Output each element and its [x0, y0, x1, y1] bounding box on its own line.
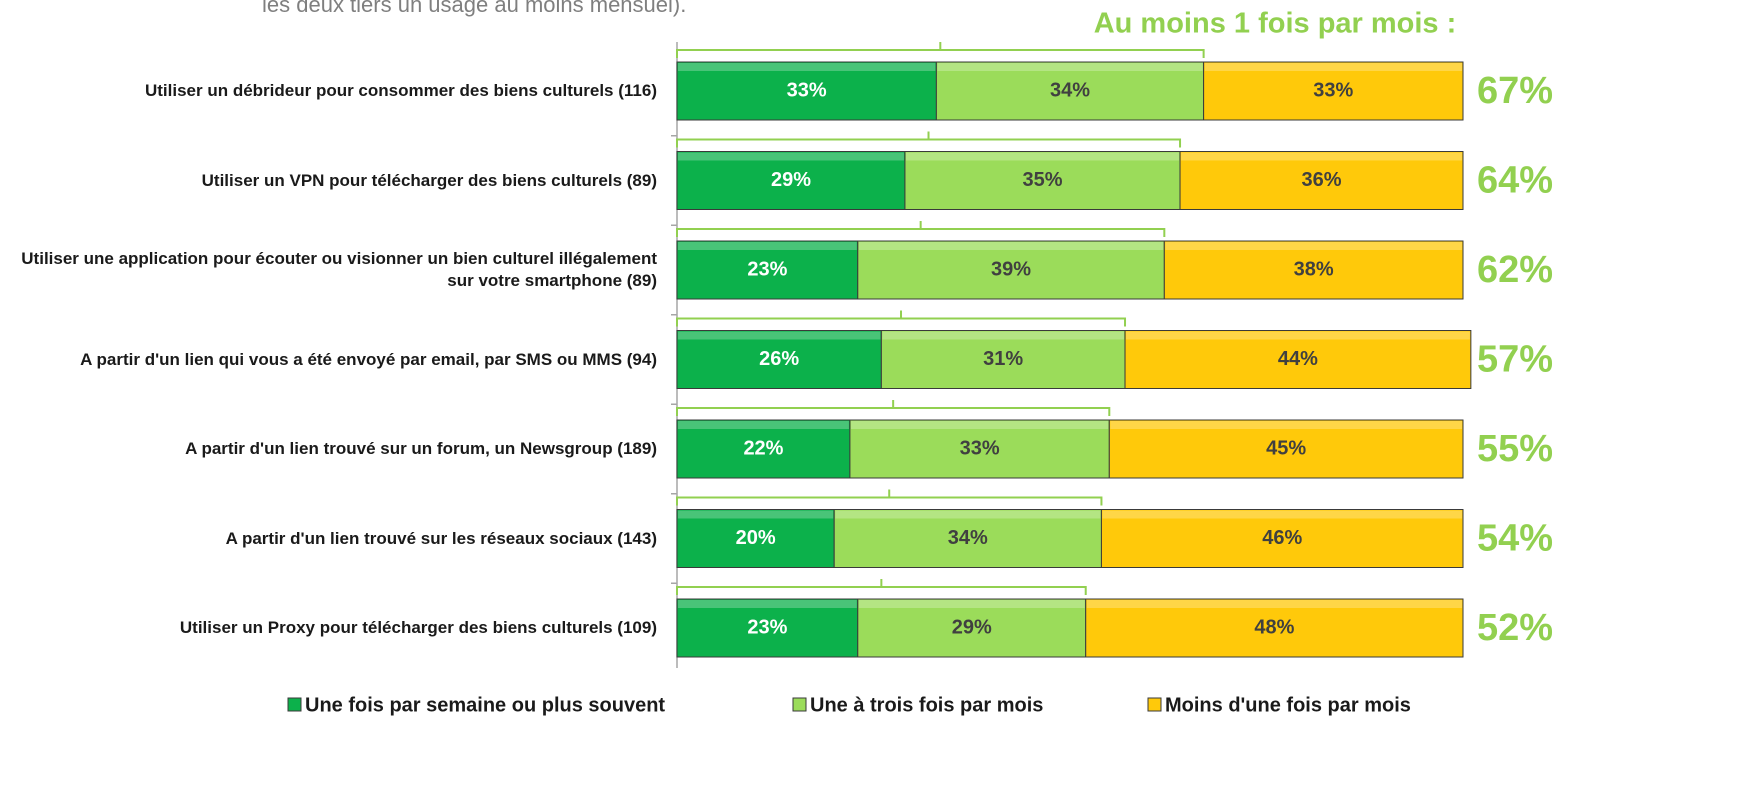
- category-label: Utiliser une application pour écouter ou…: [21, 249, 657, 290]
- category-label: A partir d'un lien qui vous a été envoyé…: [80, 349, 657, 369]
- bar-segment: [880, 330, 1126, 389]
- value-label: 44%: [1278, 348, 1318, 370]
- bar-shine: [1126, 331, 1470, 340]
- bar-shine: [678, 510, 834, 519]
- value-label: 45%: [1266, 437, 1306, 459]
- bar-segment: [1100, 509, 1464, 568]
- value-label: 48%: [1254, 616, 1294, 638]
- value-label: 46%: [1262, 527, 1302, 549]
- bar-segment: [1163, 240, 1464, 300]
- bar-segment: [833, 509, 1102, 568]
- bar-shine: [858, 242, 1164, 250]
- total-label: 54%: [1477, 518, 1553, 560]
- value-label: 22%: [743, 437, 783, 459]
- value-label: 29%: [771, 169, 811, 191]
- legend-label: Une à trois fois par mois: [810, 694, 1043, 716]
- category-label: Utiliser un débrideur pour consommer des…: [144, 81, 657, 100]
- category-label: A partir d'un lien trouvé sur un forum, …: [185, 439, 657, 458]
- bar-segment: [676, 151, 906, 210]
- category-label: Utiliser un Proxy pour télécharger des b…: [179, 618, 657, 637]
- bar-shine: [835, 510, 1101, 519]
- legend-swatch: [287, 697, 302, 712]
- bar-segment: [935, 61, 1205, 121]
- bar-segment: [1085, 598, 1464, 658]
- value-label: 23%: [747, 616, 787, 638]
- value-label: 35%: [1022, 169, 1062, 191]
- value-label: 33%: [960, 437, 1000, 459]
- bar-segment: [849, 419, 1110, 479]
- value-label: 31%: [983, 348, 1023, 370]
- bar-shine: [1204, 63, 1462, 71]
- value-label: 23%: [747, 258, 787, 280]
- bar-shine: [858, 600, 1085, 608]
- value-label: 33%: [787, 79, 827, 101]
- total-bracket: [676, 400, 1111, 416]
- value-label: 38%: [1294, 258, 1334, 280]
- legend-swatch: [1147, 697, 1162, 712]
- total-bracket: [676, 42, 1205, 58]
- total-label: 55%: [1477, 428, 1553, 470]
- bar-segment: [676, 419, 851, 479]
- subtitle: les deux tiers un usage au moins mensuel…: [262, 0, 686, 17]
- bar-shine: [1086, 600, 1462, 608]
- total-bracket: [676, 489, 1103, 506]
- total-bracket: [676, 221, 1166, 237]
- total-label: 64%: [1477, 160, 1553, 202]
- bar-segment: [857, 598, 1087, 658]
- bar-segment: [676, 240, 859, 300]
- value-label: 34%: [948, 527, 988, 549]
- bar-segment: [857, 240, 1165, 300]
- bar-shine: [882, 331, 1125, 340]
- total-label: 62%: [1477, 249, 1553, 291]
- value-label: 39%: [991, 258, 1031, 280]
- bar-shine: [1110, 421, 1462, 429]
- value-label: 20%: [736, 527, 776, 549]
- bar-shine: [678, 421, 849, 429]
- bar-shine: [678, 63, 936, 71]
- bar-shine: [678, 331, 881, 340]
- legend-swatch: [792, 697, 807, 712]
- total-bracket: [676, 131, 1182, 148]
- bar-shine: [678, 600, 857, 608]
- bar-segment: [1124, 330, 1472, 389]
- value-label: 26%: [759, 348, 799, 370]
- total-bracket: [676, 579, 1087, 595]
- bar-segment: [1203, 61, 1464, 121]
- category-label: A partir d'un lien trouvé sur les réseau…: [225, 528, 657, 548]
- total-bracket: [676, 310, 1127, 327]
- value-label: 33%: [1313, 79, 1353, 101]
- bar-shine: [1102, 510, 1462, 519]
- total-label: 67%: [1477, 70, 1553, 112]
- bar-segment: [676, 61, 937, 121]
- bar-shine: [678, 152, 904, 161]
- value-label: 29%: [952, 616, 992, 638]
- bar-segment: [676, 598, 859, 658]
- legend-label: Moins d'une fois par mois: [1165, 694, 1411, 716]
- bar-segment: [676, 330, 882, 389]
- value-label: 34%: [1050, 79, 1090, 101]
- bar-segment: [1108, 419, 1464, 479]
- bar-shine: [678, 242, 857, 250]
- bar-shine: [1181, 152, 1462, 161]
- bar-shine: [850, 421, 1109, 429]
- total-label: 52%: [1477, 607, 1553, 649]
- legend-label: Une fois par semaine ou plus souvent: [305, 694, 665, 716]
- value-label: 36%: [1302, 169, 1342, 191]
- totals-title: Au moins 1 fois par mois :: [1094, 8, 1457, 40]
- bar-shine: [905, 152, 1180, 161]
- bar-shine: [937, 63, 1203, 71]
- total-label: 57%: [1477, 339, 1553, 381]
- category-label: Utiliser un VPN pour télécharger des bie…: [201, 170, 657, 190]
- bar-segment: [1179, 151, 1464, 210]
- bar-shine: [1165, 242, 1462, 250]
